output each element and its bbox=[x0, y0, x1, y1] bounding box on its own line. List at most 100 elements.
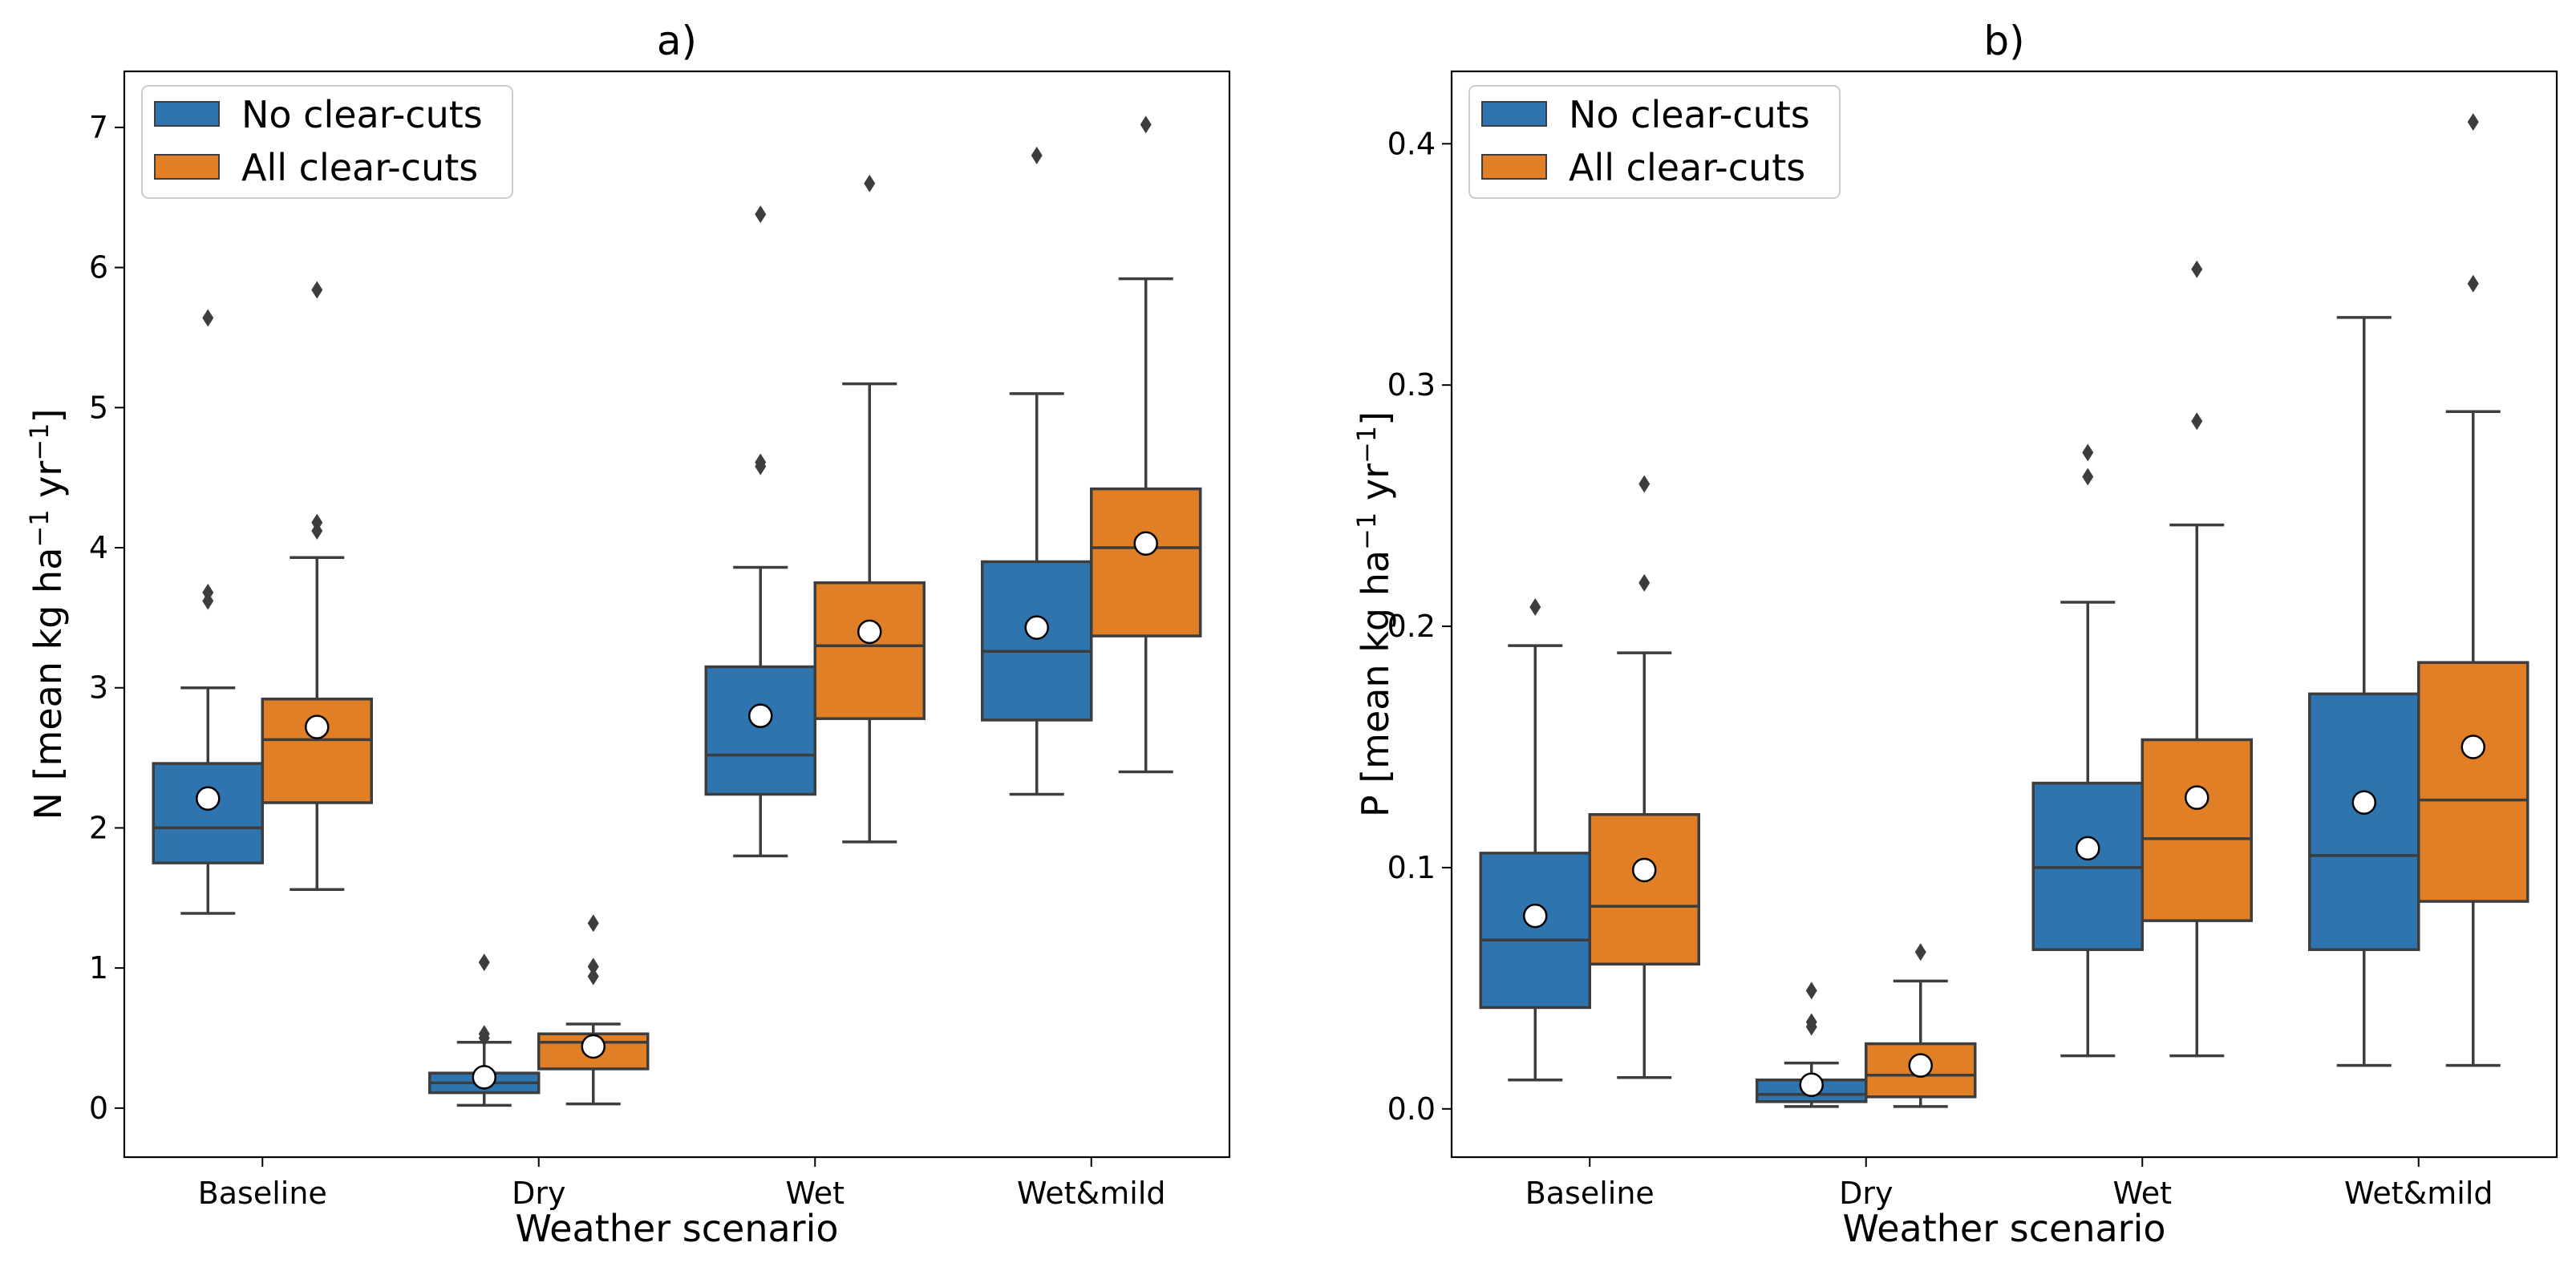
outlier-point bbox=[587, 967, 599, 986]
outlier-point bbox=[1805, 982, 1817, 1000]
legend-label: No clear-cuts bbox=[241, 93, 483, 136]
legend-swatch bbox=[1481, 154, 1547, 180]
x-tick-label: Baseline bbox=[198, 1176, 327, 1211]
y-axis-label-part: ] bbox=[26, 409, 70, 423]
box-no-clear-cutsbaseline bbox=[152, 309, 264, 915]
mean-marker bbox=[1632, 857, 1657, 883]
outlier-point bbox=[478, 953, 490, 972]
box-all-clear-cutsbaseline bbox=[261, 281, 373, 892]
box-no-clear-cutswet-mild bbox=[2308, 316, 2420, 1067]
box-all-clear-cutsbaseline bbox=[1588, 475, 1700, 1079]
box-no-clear-cutsdry bbox=[428, 953, 541, 1107]
legend-frame bbox=[1468, 85, 1841, 199]
legend-swatch bbox=[1481, 101, 1547, 127]
x-axis-label: Weather scenario bbox=[515, 1207, 838, 1250]
plot-frame bbox=[1450, 70, 2558, 1159]
y-tick-label: 2 bbox=[89, 810, 108, 845]
y-tick-label: 0.1 bbox=[1387, 850, 1436, 885]
x-tick-label: Wet&mild bbox=[1017, 1176, 1166, 1211]
box-iqr bbox=[1090, 487, 1202, 638]
y-axis-label: N [mean kg ha−1 yr−1] bbox=[24, 409, 70, 820]
box-no-clear-cutswet-mild bbox=[981, 146, 1093, 796]
mean-marker bbox=[1133, 531, 1158, 557]
outlier-point bbox=[202, 583, 214, 601]
y-tick-label: 0.2 bbox=[1387, 609, 1436, 644]
box-iqr bbox=[261, 697, 373, 804]
y-tick-label: 3 bbox=[89, 670, 108, 706]
mean-marker bbox=[1799, 1072, 1824, 1097]
outlier-point bbox=[478, 1025, 490, 1043]
x-tick-label: Dry bbox=[512, 1176, 565, 1211]
box-iqr bbox=[1588, 812, 1700, 966]
mean-marker bbox=[2185, 785, 2209, 810]
x-tick-label: Dry bbox=[1839, 1176, 1893, 1211]
mean-marker bbox=[748, 703, 773, 728]
y-axis-label-part: N [mean kg ha bbox=[26, 548, 70, 820]
y-axis-label-part: yr bbox=[1354, 463, 1397, 512]
outlier-point bbox=[311, 513, 323, 532]
box-no-clear-cutsdry bbox=[1756, 982, 1868, 1108]
x-tick-label: Wet bbox=[785, 1176, 844, 1211]
box-no-clear-cutswet bbox=[2031, 443, 2144, 1058]
mean-marker bbox=[1908, 1053, 1933, 1078]
mean-marker bbox=[581, 1034, 606, 1059]
outlier-point bbox=[1140, 115, 1152, 134]
legend-frame bbox=[141, 85, 513, 199]
outlier-point bbox=[202, 309, 214, 327]
box-iqr bbox=[2417, 661, 2529, 903]
y-axis-label-part: −1 bbox=[24, 509, 55, 547]
outlier-point bbox=[2082, 443, 2094, 462]
box-no-clear-cutswet bbox=[704, 205, 816, 858]
legend-label: All clear-cuts bbox=[241, 146, 478, 189]
y-tick-label: 0 bbox=[89, 1091, 108, 1126]
outlier-point bbox=[1529, 597, 1541, 616]
y-tick-label: 4 bbox=[89, 530, 108, 565]
plot-frame bbox=[123, 70, 1231, 1159]
box-all-clear-cutsdry bbox=[1865, 943, 1977, 1108]
box-all-clear-cutswet-mild bbox=[1090, 115, 1202, 774]
y-axis-label-part: −1 bbox=[1351, 426, 1382, 463]
panel-title: a) bbox=[657, 18, 697, 64]
y-tick-label: 0.3 bbox=[1387, 367, 1436, 403]
y-tick-label: 6 bbox=[89, 250, 108, 285]
box-iqr bbox=[1479, 852, 1591, 1010]
panel-b: b) 0.0 0.1 0.2 0.3 0.4 Baseline Dry Wet Wet&mild W… bbox=[1351, 18, 2558, 1250]
mean-marker bbox=[472, 1065, 496, 1090]
outlier-point bbox=[2467, 274, 2479, 293]
y-axis-label-part: ] bbox=[1354, 411, 1397, 426]
y-tick-label: 5 bbox=[89, 390, 108, 425]
y-axis-label-part: −1 bbox=[1351, 512, 1382, 550]
y-axis-label-part: yr bbox=[26, 461, 70, 510]
box-iqr bbox=[152, 762, 264, 864]
panel-a: a) 0 1 2 3 4 5 6 7 Baseline Dry Wet Wet&mild Weather … bbox=[24, 18, 1231, 1250]
outlier-point bbox=[1805, 1013, 1817, 1031]
legend-label: All clear-cuts bbox=[1569, 146, 1805, 189]
legend: No clear-cuts All clear-cuts bbox=[141, 85, 513, 199]
box-no-clear-cutsbaseline bbox=[1479, 597, 1591, 1082]
outlier-point bbox=[1638, 573, 1651, 592]
legend-swatch bbox=[154, 101, 220, 127]
outlier-point bbox=[587, 914, 599, 933]
outlier-point bbox=[2191, 260, 2203, 278]
mean-marker bbox=[1024, 615, 1049, 640]
y-axis-label-part: −1 bbox=[24, 423, 55, 460]
box-all-clear-cutsdry bbox=[537, 914, 650, 1106]
outlier-point bbox=[2082, 468, 2094, 486]
outlier-point bbox=[864, 174, 876, 192]
outlier-point bbox=[587, 957, 599, 976]
outlier-point bbox=[1031, 146, 1043, 164]
box-all-clear-cutswet bbox=[2141, 260, 2253, 1058]
y-axis-label: P [mean kg ha−1 yr−1] bbox=[1351, 411, 1397, 817]
box-iqr bbox=[704, 665, 816, 796]
box-iqr bbox=[2308, 692, 2420, 951]
x-tick-label: Wet&mild bbox=[2344, 1176, 2493, 1211]
outlier-point bbox=[1638, 475, 1651, 493]
box-iqr bbox=[981, 560, 1093, 722]
mean-marker bbox=[2461, 735, 2485, 759]
legend-swatch bbox=[154, 154, 220, 180]
box-all-clear-cutswet-mild bbox=[2417, 113, 2529, 1067]
mean-marker bbox=[2076, 836, 2100, 861]
box-all-clear-cutswet bbox=[813, 174, 925, 844]
y-axis-label-part: P [mean kg ha bbox=[1354, 550, 1397, 817]
mean-marker bbox=[857, 619, 882, 645]
